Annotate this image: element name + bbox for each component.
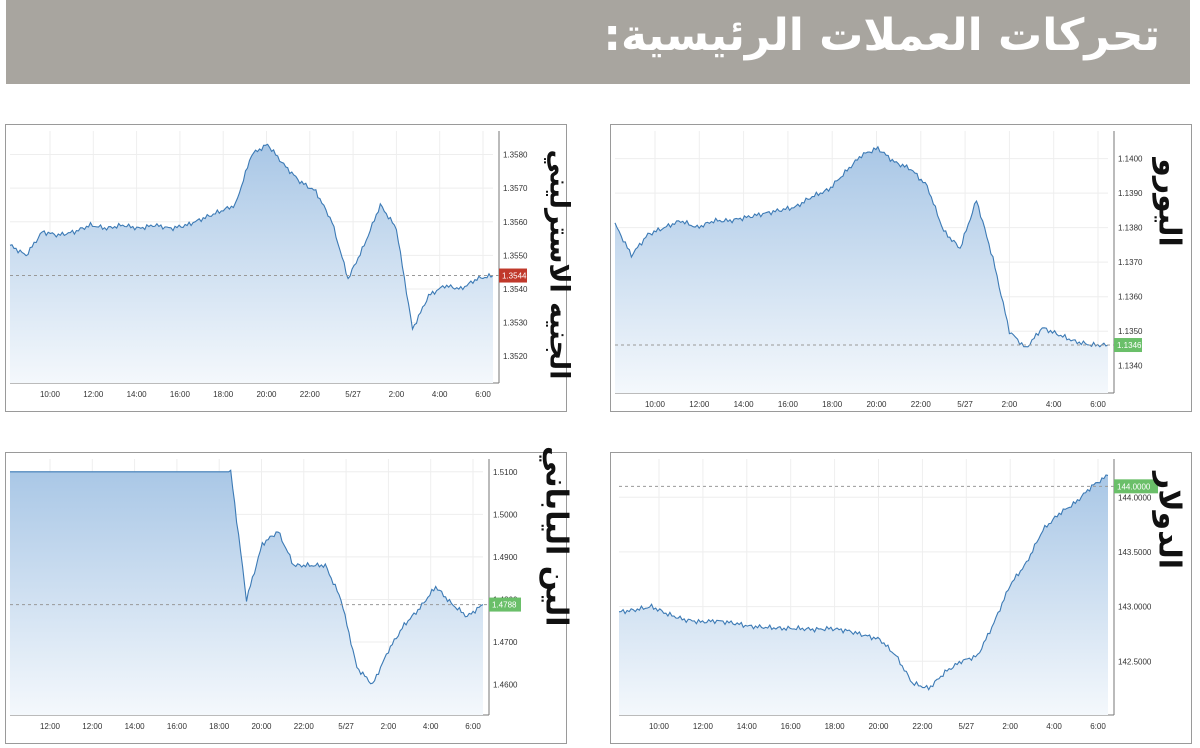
x-tick-label: 14:00 [127, 390, 148, 399]
header-banner: تحركات العملات الرئيسية: [6, 0, 1190, 84]
y-tick-label: 1.1400 [1118, 155, 1143, 164]
y-tick-label: 1.1360 [1118, 293, 1143, 302]
x-tick-label: 22:00 [912, 722, 933, 731]
x-tick-label: 12:00 [40, 722, 61, 731]
chart-title-dollar: الدولار [1151, 471, 1187, 570]
chart-dollar: 10:00 12:00 14:00 16:00 18:00 20:00 22:00 5/27 2… [618, 459, 1158, 731]
x-tick-label: 4:00 [423, 722, 439, 731]
y-tick-label: 1.3570 [503, 184, 528, 193]
y-tick-label: 1.1350 [1118, 327, 1143, 336]
current-value-tag [1114, 479, 1158, 494]
x-tick-label: 5/27 [345, 390, 361, 399]
y-tick-label: 1.4700 [493, 638, 518, 647]
chart-pound: 10:00 12:00 14:00 16:00 18:00 20:00 22:00 5/27 2… [9, 131, 528, 399]
x-tick-label: 16:00 [778, 400, 799, 409]
x-tick-label: 12:00 [82, 722, 103, 731]
y-tick-label: 1.3580 [503, 151, 528, 160]
x-tick-label: 18:00 [209, 722, 230, 731]
current-value-label: 144.0000 [1117, 482, 1151, 491]
x-tick-label: 4:00 [1046, 722, 1062, 731]
x-tick-label: 14:00 [734, 400, 755, 409]
chart-euro: 10:00 12:00 14:00 16:00 18:00 20:00 22:00 5/27 2… [614, 131, 1143, 409]
chart-panel-pound: 10:00 12:00 14:00 16:00 18:00 20:00 22:00 5/27 2… [5, 124, 575, 412]
chart-title-pound: الجنيه الاسترليني [543, 149, 575, 380]
x-tick-label: 2:00 [1002, 722, 1018, 731]
current-value-label: 1.1346 [1117, 341, 1142, 350]
x-tick-label: 6:00 [1090, 400, 1106, 409]
y-tick-label: 1.5000 [493, 510, 518, 519]
x-tick-label: 18:00 [822, 400, 843, 409]
x-tick-label: 12:00 [693, 722, 714, 731]
y-tick-label: 143.0000 [1118, 603, 1152, 612]
x-tick-label: 5/27 [959, 722, 975, 731]
series-area [619, 475, 1108, 715]
x-tick-label: 4:00 [1046, 400, 1062, 409]
y-tick-label: 1.1340 [1118, 362, 1143, 371]
x-tick-label: 6:00 [475, 390, 491, 399]
series-line [618, 474, 1109, 691]
x-tick-label: 10:00 [649, 722, 670, 731]
x-tick-label: 2:00 [1002, 400, 1018, 409]
x-tick-label: 16:00 [170, 390, 191, 399]
x-tick-label: 12:00 [689, 400, 710, 409]
chart-panel-dollar: 10:00 12:00 14:00 16:00 18:00 20:00 22:00 5/27 2… [610, 452, 1192, 744]
x-tick-label: 5/27 [338, 722, 354, 731]
x-tick-label: 5/27 [957, 400, 973, 409]
series-line [9, 143, 494, 332]
x-tick-label: 20:00 [256, 390, 277, 399]
y-tick-label: 1.1390 [1118, 189, 1143, 198]
chart-panel-yen: 12:00 12:00 14:00 16:00 18:00 20:00 22:00 5/27 2… [5, 446, 574, 744]
x-tick-label: 12:00 [83, 390, 104, 399]
x-tick-label: 22:00 [300, 390, 321, 399]
x-tick-label: 18:00 [825, 722, 846, 731]
y-tick-label: 143.5000 [1118, 548, 1152, 557]
x-tick-label: 20:00 [868, 722, 889, 731]
x-tick-label: 6:00 [465, 722, 481, 731]
x-tick-label: 16:00 [167, 722, 188, 731]
x-tick-label: 14:00 [737, 722, 758, 731]
current-value-tag [489, 597, 521, 612]
x-tick-label: 14:00 [125, 722, 146, 731]
y-tick-label: 142.5000 [1118, 657, 1152, 666]
x-tick-label: 6:00 [1090, 722, 1106, 731]
x-tick-label: 18:00 [213, 390, 234, 399]
x-tick-label: 16:00 [781, 722, 802, 731]
x-tick-label: 4:00 [432, 390, 448, 399]
series-area [10, 144, 493, 383]
y-tick-label: 1.4600 [493, 681, 518, 690]
current-value-tag [499, 268, 527, 283]
y-tick-label: 144.0000 [1118, 493, 1152, 502]
x-tick-label: 2:00 [381, 722, 397, 731]
current-value-tag [1114, 338, 1142, 353]
current-value-label: 1.3544 [502, 272, 527, 281]
y-tick-label: 1.5100 [493, 468, 518, 477]
y-tick-label: 1.3550 [503, 251, 528, 260]
x-tick-label: 20:00 [251, 722, 272, 731]
y-tick-label: 1.4900 [493, 553, 518, 562]
x-tick-label: 22:00 [294, 722, 315, 731]
chart-title-yen: الين الياباني [538, 446, 574, 627]
x-tick-label: 22:00 [911, 400, 932, 409]
y-tick-label: 1.1370 [1118, 258, 1143, 267]
x-tick-label: 10:00 [645, 400, 666, 409]
x-tick-label: 2:00 [389, 390, 405, 399]
x-tick-label: 10:00 [40, 390, 61, 399]
series-line [10, 469, 484, 685]
series-area [615, 146, 1108, 393]
y-tick-label: 1.3560 [503, 218, 528, 227]
series-line [614, 145, 1109, 348]
y-tick-label: 1.3540 [503, 285, 528, 294]
series-area [10, 470, 483, 715]
y-tick-label: 1.3520 [503, 352, 528, 361]
y-tick-label: 1.3530 [503, 319, 528, 328]
chart-panel-euro: 10:00 12:00 14:00 16:00 18:00 20:00 22:00 5/27 2… [610, 124, 1192, 412]
chart-title-euro: اليورو [1151, 158, 1187, 247]
current-value-label: 1.4788 [492, 601, 517, 610]
chart-yen: 12:00 12:00 14:00 16:00 18:00 20:00 22:00 5/27 2… [10, 459, 521, 731]
x-tick-label: 20:00 [866, 400, 887, 409]
page-title: تحركات العملات الرئيسية: [603, 10, 1160, 61]
y-tick-label: 1.1380 [1118, 224, 1143, 233]
